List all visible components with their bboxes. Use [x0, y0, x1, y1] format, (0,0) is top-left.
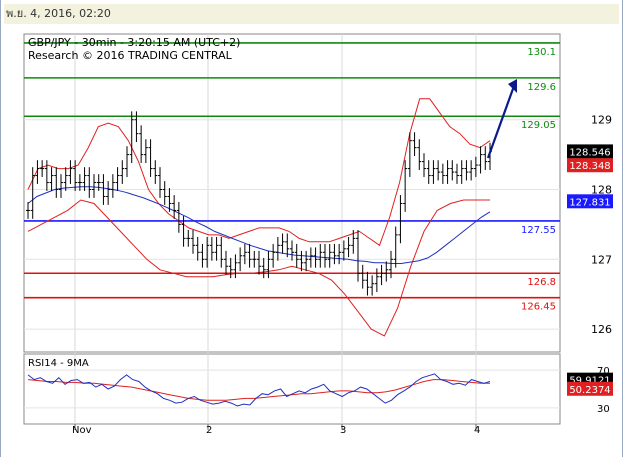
support-resistance-levels: 130.1 129.6 129.05 127.55 126.8 126.45 — [24, 42, 560, 313]
forecast-arrowhead — [508, 79, 517, 93]
forecast-arrow — [486, 85, 516, 159]
bollinger-upper — [27, 98, 491, 247]
price-bars — [26, 111, 492, 296]
x-tick-label: Nov — [72, 425, 92, 436]
price-tag-label: 50.2374 — [569, 385, 610, 396]
timestamp-bar: พ.ย. 4, 2016, 02:20 — [4, 4, 619, 24]
timestamp-text: พ.ย. 4, 2016, 02:20 — [6, 7, 111, 20]
chart-header-line1: GBP/JPY - 30min - 3:20:15 AM (UTC+2) — [28, 36, 240, 49]
price-tag-label: 59.9121 — [569, 376, 610, 387]
level-label: 129.6 — [527, 82, 556, 93]
level-label: 126.45 — [521, 302, 556, 313]
level-label: 129.05 — [521, 120, 556, 131]
y-tick-label: 129 — [591, 114, 612, 127]
price-tag-box — [567, 381, 613, 396]
x-tick-label: 4 — [474, 425, 480, 436]
rsi-panel — [23, 353, 561, 425]
price-tag-box — [567, 158, 613, 173]
y-tick-label: 127 — [591, 253, 612, 266]
price-tag-label: 127.831 — [569, 197, 610, 208]
x-tick-label: 2 — [206, 425, 212, 436]
y-tick-label: 126 — [591, 323, 612, 336]
level-label: 130.1 — [527, 47, 556, 58]
rsi-tick-label: 70 — [597, 366, 610, 377]
x-axis-ticks: Nov 2 3 4 — [72, 424, 480, 436]
level-label: 126.8 — [527, 277, 556, 288]
price-tag-label: 128.546 — [569, 147, 610, 158]
price-tag-box — [567, 194, 613, 209]
rsi-line — [27, 373, 491, 407]
x-tick-label: 3 — [340, 425, 346, 436]
y-tick-label: 128 — [591, 184, 612, 197]
rsi-gridlines — [24, 369, 560, 409]
price-tag-box — [567, 144, 613, 159]
price-tag-label: 128.348 — [569, 161, 610, 172]
rsi-panel-title: RSI14 - 9MA — [28, 358, 89, 369]
chart-header-line2: Research © 2016 TRADING CENTRAL — [28, 49, 233, 62]
rsi-lines — [27, 373, 491, 407]
level-label: 127.55 — [521, 225, 556, 236]
y-axis-ticks: 126 127 128 129 30 70 — [591, 114, 612, 415]
moving-average — [27, 186, 491, 264]
rsi-tick-label: 30 — [597, 404, 610, 415]
price-panel — [23, 33, 561, 353]
